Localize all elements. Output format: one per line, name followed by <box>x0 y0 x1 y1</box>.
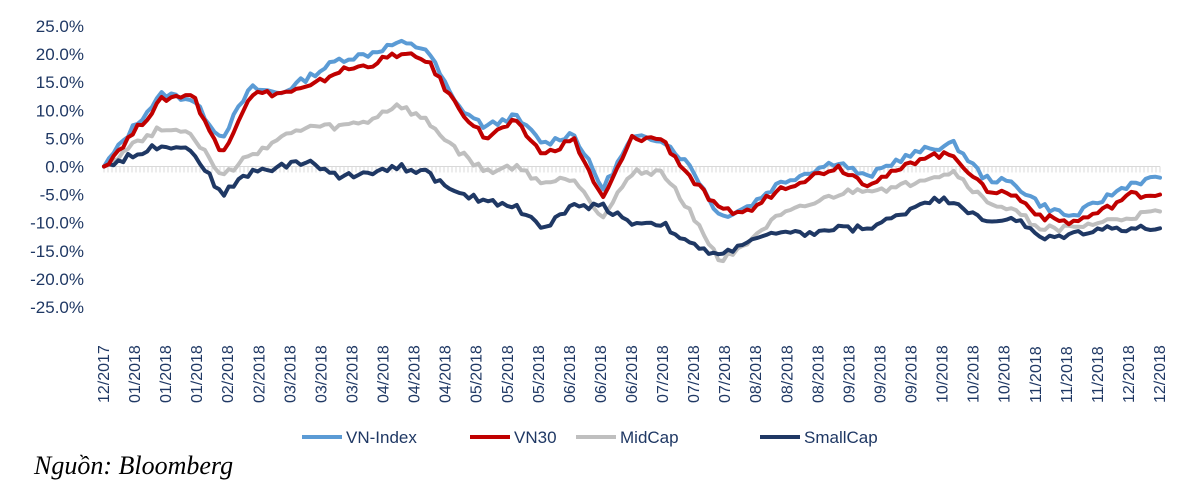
legend-label: VN30 <box>514 428 557 447</box>
series-line-smallcap <box>102 143 1162 257</box>
x-tick-label: 07/2018 <box>655 345 672 403</box>
series-line-vn30 <box>102 51 1162 227</box>
y-tick-label: -5.0% <box>40 186 84 205</box>
y-tick-label: 20.0% <box>36 45 84 64</box>
x-tick-label: 12/2018 <box>1121 345 1138 403</box>
x-tick-label: 01/2018 <box>127 345 144 403</box>
legend-item: VN-Index <box>302 428 417 447</box>
x-tick-label: 11/2018 <box>1090 346 1107 403</box>
x-tick-label: 05/2018 <box>531 345 548 403</box>
y-tick-label: 0.0% <box>45 158 84 177</box>
x-tick-label: 02/2018 <box>251 345 268 403</box>
legend-item: VN30 <box>470 428 557 447</box>
x-tick-label: 04/2018 <box>376 345 393 403</box>
x-tick-label: 10/2018 <box>966 345 983 403</box>
y-tick-label: 5.0% <box>45 129 84 148</box>
series-line-midcap <box>102 102 1162 264</box>
x-tick-label: 03/2018 <box>313 345 330 403</box>
y-tick-label: -15.0% <box>30 242 84 261</box>
series-lines <box>102 38 1162 264</box>
legend-label: SmallCap <box>804 428 878 447</box>
x-tick-label: 08/2018 <box>748 345 765 403</box>
x-tick-label: 01/2018 <box>189 345 206 403</box>
y-tick-label: -25.0% <box>30 298 84 317</box>
x-tick-label: 09/2018 <box>904 345 921 403</box>
x-tick-label: 09/2018 <box>841 345 858 403</box>
x-tick-label: 11/2018 <box>1028 346 1045 403</box>
x-tick-label: 07/2018 <box>717 345 734 403</box>
legend-label: VN-Index <box>346 428 417 447</box>
x-tick-label: 01/2018 <box>158 345 175 403</box>
y-tick-label: -10.0% <box>30 214 84 233</box>
x-tick-label: 10/2018 <box>997 345 1014 403</box>
x-tick-label: 06/2018 <box>562 345 579 403</box>
x-tick-label: 11/2018 <box>1059 346 1076 403</box>
x-tick-label: 06/2018 <box>624 345 641 403</box>
y-axis: 25.0% 20.0% 15.0% 10.0% 5.0% 0.0% -5.0% -10.0% -… <box>30 17 84 317</box>
x-tick-label: 05/2018 <box>500 345 517 403</box>
y-tick-label: -20.0% <box>30 270 84 289</box>
source-note: Nguồn: Bloomberg <box>34 451 234 480</box>
x-axis-labels: 12/2017 01/2018 01/2018 01/2018 02/2018 02/20… <box>96 345 1169 403</box>
x-tick-label: 03/2018 <box>344 345 361 403</box>
x-tick-label: 05/2018 <box>469 345 486 403</box>
x-tick-label: 12/2017 <box>96 345 113 403</box>
x-tick-label: 04/2018 <box>438 345 455 403</box>
x-tick-label: 07/2018 <box>686 345 703 403</box>
legend-item: SmallCap <box>760 428 878 447</box>
x-tick-label: 12/2018 <box>1152 345 1169 403</box>
legend-item: MidCap <box>576 428 679 447</box>
legend: VN-Index VN30 MidCap SmallCap <box>302 428 878 447</box>
x-tick-label: 08/2018 <box>810 345 827 403</box>
legend-label: MidCap <box>620 428 679 447</box>
x-tick-label: 09/2018 <box>872 345 889 403</box>
y-tick-label: 25.0% <box>36 17 84 36</box>
x-tick-label: 03/2018 <box>282 345 299 403</box>
x-tick-label: 08/2018 <box>779 345 796 403</box>
y-tick-label: 10.0% <box>36 101 84 120</box>
y-tick-label: 15.0% <box>36 73 84 92</box>
x-tick-label: 06/2018 <box>593 345 610 403</box>
x-tick-label: 10/2018 <box>935 345 952 403</box>
x-tick-label: 02/2018 <box>220 345 237 403</box>
x-tick-label: 04/2018 <box>407 345 424 403</box>
